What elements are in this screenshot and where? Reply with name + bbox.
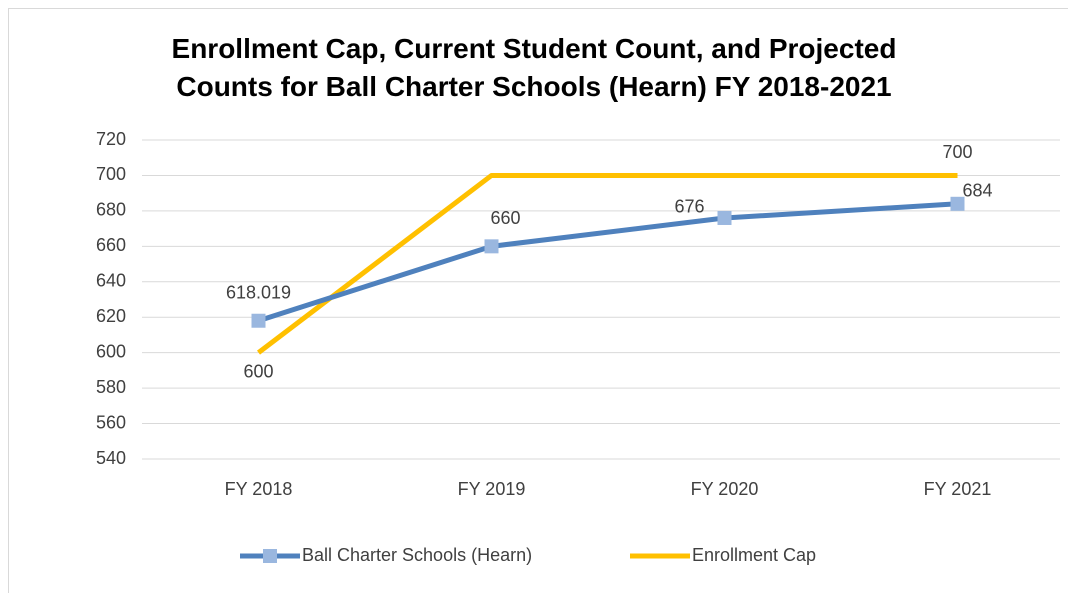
- y-tick-label: 560: [96, 412, 126, 432]
- data-label: 684: [962, 181, 992, 201]
- chart-border: [8, 8, 1068, 593]
- data-label: 618.019: [226, 282, 291, 302]
- data-label: 676: [674, 197, 704, 217]
- data-label: 600: [243, 361, 273, 381]
- y-tick-label: 580: [96, 377, 126, 397]
- marker: [484, 239, 499, 254]
- y-tick-label: 660: [96, 235, 126, 255]
- y-tick-label: 680: [96, 200, 126, 220]
- y-tick-label: 620: [96, 306, 126, 326]
- y-tick-label: 640: [96, 271, 126, 291]
- x-tick-label: FY 2018: [225, 479, 293, 499]
- y-tick-label: 720: [96, 129, 126, 149]
- data-label: 660: [490, 208, 520, 228]
- legend-marker: [263, 549, 277, 563]
- y-tick-label: 600: [96, 341, 126, 361]
- x-tick-label: FY 2019: [458, 479, 526, 499]
- legend-label: Enrollment Cap: [692, 545, 816, 565]
- legend-label: Ball Charter Schools (Hearn): [302, 545, 532, 565]
- y-tick-label: 540: [96, 448, 126, 468]
- marker: [251, 313, 266, 328]
- series-line: [257, 201, 958, 324]
- chart-title: Enrollment Cap, Current Student Count, a…: [171, 33, 897, 102]
- marker: [950, 196, 965, 211]
- x-tick-label: FY 2021: [924, 479, 992, 499]
- series-line: [256, 172, 958, 355]
- x-tick-label: FY 2020: [691, 479, 759, 499]
- marker: [717, 210, 732, 225]
- y-tick-label: 700: [96, 164, 126, 184]
- data-label: 700: [942, 142, 972, 162]
